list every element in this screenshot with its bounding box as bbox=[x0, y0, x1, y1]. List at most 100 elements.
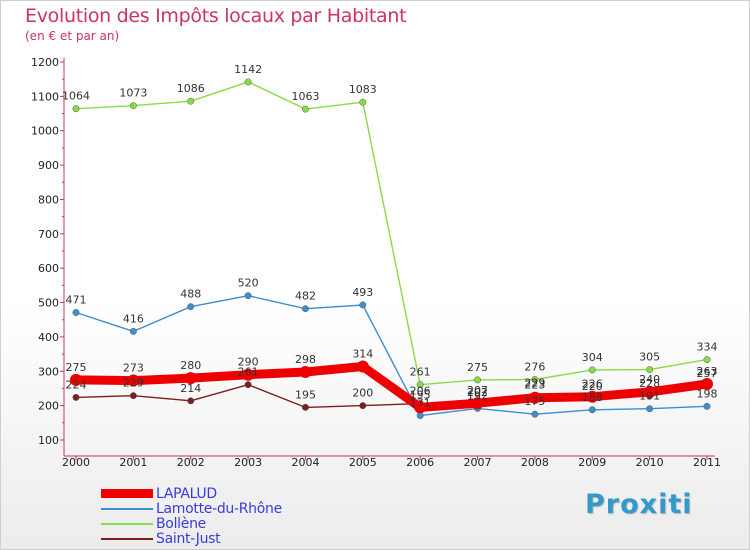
x-tick-label: 2002 bbox=[177, 456, 205, 469]
data-label-lapalud: 280 bbox=[180, 359, 201, 372]
data-label-bollene: 1086 bbox=[177, 82, 205, 95]
data-point-bollene bbox=[703, 356, 711, 364]
y-tick-label: 1100 bbox=[31, 90, 59, 103]
legend-item: Saint-Just bbox=[101, 530, 282, 547]
data-point-lapalud bbox=[528, 391, 541, 404]
data-label-lamotte-du-rhone: 471 bbox=[66, 294, 87, 307]
data-label-saint-just: 229 bbox=[123, 377, 144, 390]
data-point-bollene bbox=[531, 376, 539, 383]
data-point-lamotte-du-rhone bbox=[72, 309, 80, 316]
x-tick-label: 2001 bbox=[119, 456, 147, 469]
data-point-bollene bbox=[416, 381, 424, 389]
legend-swatch bbox=[101, 522, 153, 525]
x-tick-label: 2011 bbox=[693, 456, 721, 469]
data-label-saint-just: 206 bbox=[410, 385, 431, 398]
y-tick-label: 800 bbox=[38, 193, 59, 206]
data-label-lamotte-du-rhone: 520 bbox=[238, 277, 259, 290]
data-label-lapalud: 298 bbox=[295, 353, 316, 366]
y-tick-label: 500 bbox=[38, 297, 59, 310]
data-point-lapalud bbox=[356, 360, 369, 373]
legend: LAPALUD Lamotte-du-Rhône Bollène Saint-Just bbox=[101, 485, 282, 547]
data-point-lamotte-du-rhone bbox=[703, 402, 711, 410]
data-label-saint-just: 261 bbox=[238, 366, 259, 379]
legend-item: Bollène bbox=[101, 515, 282, 532]
y-tick-label: 400 bbox=[38, 331, 59, 344]
data-label-lamotte-du-rhone: 198 bbox=[697, 387, 718, 400]
data-point-lamotte-du-rhone bbox=[646, 405, 654, 413]
data-point-lamotte-du-rhone bbox=[416, 412, 424, 420]
legend-swatch bbox=[101, 507, 153, 510]
y-tick-label: 1200 bbox=[31, 56, 59, 69]
data-label-bollene: 1083 bbox=[349, 83, 377, 96]
data-label-bollene: 305 bbox=[639, 351, 660, 364]
data-label-saint-just: 214 bbox=[180, 382, 201, 395]
series-bollene bbox=[72, 78, 711, 389]
data-point-saint-just bbox=[187, 397, 195, 405]
series-lapalud bbox=[70, 360, 713, 414]
legend-swatch bbox=[101, 537, 153, 540]
proxiti-logo: Proxiti bbox=[585, 489, 693, 520]
data-point-lapalud bbox=[414, 401, 427, 414]
legend-label: LAPALUD bbox=[156, 485, 217, 502]
data-label-bollene: 275 bbox=[467, 361, 488, 374]
x-tick-label: 2003 bbox=[234, 456, 262, 469]
y-tick-label: 200 bbox=[38, 400, 59, 413]
data-point-lamotte-du-rhone bbox=[244, 292, 252, 300]
data-point-saint-just bbox=[244, 381, 252, 389]
data-point-lapalud bbox=[586, 390, 599, 403]
series-line-lapalud bbox=[71, 362, 712, 412]
data-label-saint-just: 195 bbox=[295, 388, 316, 401]
data-label-saint-just: 224 bbox=[66, 378, 87, 391]
data-label-lamotte-du-rhone: 493 bbox=[352, 286, 373, 299]
data-label-saint-just: 202 bbox=[467, 386, 488, 399]
chart-subtitle: (en € et par an) bbox=[25, 29, 120, 43]
data-label-lapalud: 195 bbox=[410, 388, 431, 401]
y-tick-label: 1000 bbox=[31, 125, 59, 138]
data-label-lamotte-du-rhone: 175 bbox=[524, 395, 545, 408]
data-point-bollene bbox=[474, 376, 481, 384]
data-point-lamotte-du-rhone bbox=[129, 327, 137, 335]
data-label-saint-just: 228 bbox=[639, 377, 660, 390]
y-tick-label: 700 bbox=[38, 228, 59, 241]
chart-title: Evolution des Impôts locaux par Habitant bbox=[25, 5, 407, 27]
data-point-bollene bbox=[646, 366, 654, 374]
data-label-lamotte-du-rhone: 416 bbox=[123, 312, 144, 325]
legend-item: LAPALUD bbox=[101, 485, 282, 502]
data-label-bollene: 1142 bbox=[234, 63, 262, 76]
data-point-lapalud bbox=[643, 385, 656, 398]
data-label-bollene: 1064 bbox=[62, 90, 90, 103]
line-chart: 100 200 300 400 500 600 700 800 900 1000 1100 1200 2… bbox=[31, 56, 721, 469]
x-tick-label: 2010 bbox=[636, 456, 664, 469]
data-point-lamotte-du-rhone bbox=[302, 305, 309, 313]
data-label-saint-just: 220 bbox=[582, 380, 603, 393]
data-point-lamotte-du-rhone bbox=[588, 406, 596, 414]
legend-label: Saint-Just bbox=[156, 530, 221, 547]
data-point-lamotte-du-rhone bbox=[187, 303, 195, 311]
data-point-lapalud bbox=[184, 372, 197, 385]
data-point-saint-just bbox=[359, 402, 367, 410]
data-label-bollene: 334 bbox=[697, 341, 718, 354]
x-tick-label: 2006 bbox=[406, 456, 434, 469]
data-point-bollene bbox=[72, 105, 80, 113]
data-label-lamotte-du-rhone: 482 bbox=[295, 290, 316, 303]
data-label-lamotte-du-rhone: 188 bbox=[582, 391, 603, 404]
x-tick-label: 2007 bbox=[464, 456, 492, 469]
data-point-saint-just bbox=[302, 403, 309, 411]
y-tick-label: 100 bbox=[38, 434, 59, 447]
data-point-bollene bbox=[187, 97, 195, 105]
legend-label: Bollène bbox=[156, 515, 206, 532]
data-point-lapalud bbox=[299, 365, 312, 378]
data-point-bollene bbox=[244, 78, 252, 86]
data-point-lapalud bbox=[70, 373, 82, 386]
data-label-bollene: 1073 bbox=[119, 87, 147, 100]
brand-text: Proxiti bbox=[585, 489, 693, 520]
data-point-bollene bbox=[359, 98, 367, 106]
y-tick-label: 600 bbox=[38, 262, 59, 275]
series-line-bollene bbox=[75, 81, 708, 386]
data-point-lapalud bbox=[127, 374, 140, 387]
data-point-saint-just bbox=[72, 393, 80, 401]
data-point-bollene bbox=[129, 102, 137, 110]
data-label-lapalud: 275 bbox=[66, 361, 87, 374]
legend-item: Lamotte-du-Rhône bbox=[101, 501, 282, 517]
